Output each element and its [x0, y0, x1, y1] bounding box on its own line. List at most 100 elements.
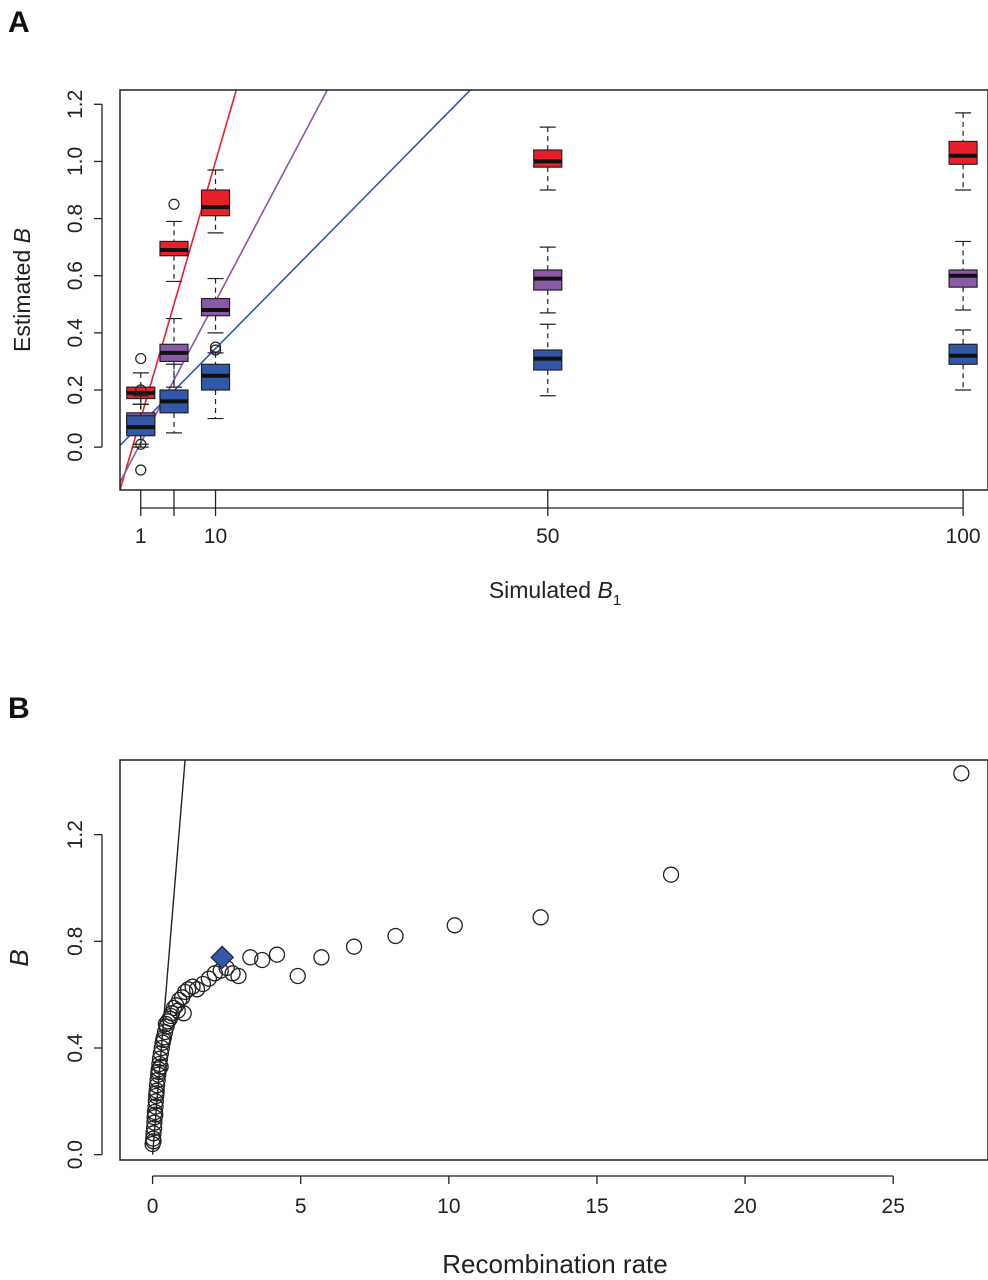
boxplot-s2-2: [200, 341, 231, 420]
outlier-point: [209, 341, 222, 353]
y-tick-label: 0.4: [64, 318, 87, 348]
scatter-point: [175, 1005, 192, 1022]
outlier-point: [135, 352, 147, 365]
scatter-point: [165, 999, 183, 1017]
regression-line-2: [120, 90, 472, 447]
scatter-point: [289, 967, 306, 985]
scatter-point: [387, 927, 404, 945]
scatter-point: [152, 1045, 170, 1062]
scatter-point: [188, 981, 206, 998]
boxplot-s2-4: [948, 329, 978, 391]
boxplot-s2-1: [159, 363, 189, 434]
x-tick-label: 5: [295, 1195, 307, 1218]
scatter-point: [345, 938, 363, 955]
panel-b-axes: 0.0 0.4 0.8 1.2 0 5 10 15 20 25: [64, 820, 905, 1218]
boxplot-s1-4: [948, 240, 978, 311]
scatter-point: [145, 1133, 162, 1150]
panel-a-frame: [119, 89, 988, 491]
y-tick-label: 1.2: [64, 820, 87, 849]
x-tick-label: 10: [437, 1195, 460, 1218]
scatter-point: [147, 1093, 164, 1110]
box-iqr: [533, 149, 563, 168]
panel-a-label: A: [8, 6, 30, 39]
boxplot-s0-2: [200, 169, 231, 234]
box-iqr: [948, 140, 978, 165]
panel-a-xlabel: Simulated B1: [489, 577, 621, 609]
scatter-point: [313, 949, 330, 966]
x-tick-label: 0: [147, 1195, 159, 1218]
scatter-point: [148, 1085, 165, 1102]
outlier-point: [168, 198, 180, 210]
panel-b-ylabel: B: [4, 949, 34, 966]
scatter-point: [147, 1106, 164, 1123]
y-tick-label: 0.8: [64, 927, 87, 956]
scatter-point: [149, 1071, 166, 1089]
boxplot-s0-3: [533, 126, 563, 191]
y-tick-label: 0.8: [64, 204, 87, 233]
box-iqr: [200, 297, 231, 317]
scatter-point: [151, 1050, 169, 1067]
outlier-point: [135, 438, 147, 450]
panel-b-points: [144, 765, 970, 1153]
highlight-diamond-point: [210, 945, 235, 970]
box-iqr: [200, 189, 231, 217]
scatter-point: [153, 1039, 170, 1057]
scatter-point: [147, 1098, 164, 1115]
panel-a-regression-lines: [120, 90, 472, 490]
outlier-point: [135, 384, 147, 396]
y-tick-label: 0.4: [64, 1033, 87, 1063]
boxplot-s0-4: [948, 112, 978, 191]
scatter-point: [152, 1058, 169, 1075]
scatter-point: [146, 1114, 163, 1131]
x-tick-label: 15: [585, 1195, 608, 1218]
scatter-point: [268, 946, 286, 963]
scatter-point: [230, 967, 247, 985]
boxplot-s1-3: [533, 246, 563, 314]
panel-a-chart: 0.0 0.2 0.4 0.6 0.8 1.0 1.2 1 10 50 100: [64, 89, 988, 548]
panel-b-label: B: [8, 692, 30, 725]
scatter-point: [953, 765, 970, 782]
panel-a-axes: 0.0 0.2 0.4 0.6 0.8 1.0 1.2 1 10 50 100: [64, 90, 981, 548]
outlier-point: [135, 464, 147, 476]
scatter-point: [254, 951, 271, 969]
y-tick-label: 1.2: [64, 90, 87, 119]
outlier-point: [209, 344, 222, 356]
x-tick-label: 50: [536, 525, 559, 548]
scatter-point: [532, 909, 549, 926]
scatter-point: [184, 978, 201, 995]
scatter-point: [145, 1119, 163, 1137]
boxplot-s1-1: [159, 317, 189, 388]
y-tick-label: 0.0: [64, 433, 87, 462]
x-tick-label: 100: [946, 525, 981, 548]
x-tick-label: 20: [733, 1195, 756, 1218]
scatter-point: [179, 981, 197, 998]
regression-line-0: [120, 90, 238, 490]
y-tick-label: 1.0: [64, 147, 87, 176]
scatter-point: [242, 949, 259, 966]
panel-a-ylabel: Estimated B: [9, 228, 35, 352]
scatter-point: [662, 866, 680, 883]
x-tick-label: 10: [204, 525, 227, 548]
scatter-point: [200, 970, 218, 987]
scatter-point: [446, 917, 463, 934]
scatter-point: [194, 975, 212, 993]
y-tick-label: 0.0: [64, 1140, 87, 1169]
scatter-point: [145, 1125, 162, 1142]
scatter-point: [148, 1077, 166, 1094]
regression-line-1: [120, 90, 329, 483]
panel-b-frame: [119, 759, 988, 1161]
y-tick-label: 0.6: [64, 261, 87, 290]
scatter-point: [155, 1031, 172, 1049]
boxplot-s2-0: [126, 403, 156, 476]
boxplot-s2-3: [533, 323, 563, 397]
x-tick-label: 1: [135, 525, 147, 548]
scatter-point: [151, 1055, 168, 1073]
scatter-point: [157, 1015, 175, 1033]
boxplot-s0-1: [159, 198, 189, 283]
y-tick-label: 0.2: [64, 375, 87, 404]
x-tick-label: 25: [882, 1195, 905, 1218]
box-iqr: [948, 269, 978, 288]
panel-a-boxplots: [126, 112, 978, 476]
panel-b-xlabel: Recombination rate: [442, 1249, 667, 1279]
